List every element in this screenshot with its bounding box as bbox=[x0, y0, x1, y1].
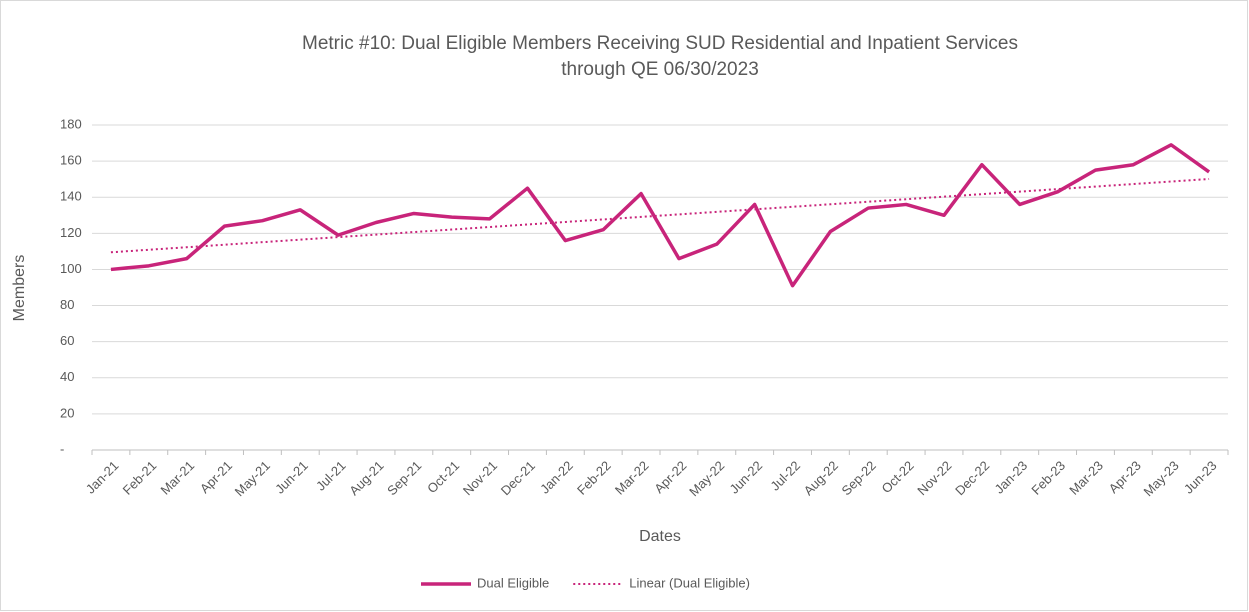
y-tick-label: 60 bbox=[60, 333, 74, 348]
y-tick-label: 140 bbox=[60, 189, 82, 204]
chart-title: Metric #10: Dual Eligible Members Receiv… bbox=[302, 33, 1018, 54]
legend-label: Linear (Dual Eligible) bbox=[629, 575, 750, 590]
y-tick-label: 160 bbox=[60, 153, 82, 168]
legend-label: Dual Eligible bbox=[477, 575, 549, 590]
x-axis-title: Dates bbox=[639, 528, 681, 545]
y-tick-label: 180 bbox=[60, 116, 82, 131]
y-tick-label: - bbox=[60, 441, 64, 456]
chart-title: through QE 06/30/2023 bbox=[561, 59, 759, 80]
series-line bbox=[110, 177, 1210, 254]
y-axis-title: Members bbox=[11, 255, 28, 322]
y-tick-label: 40 bbox=[60, 369, 74, 384]
y-tick-label: 120 bbox=[60, 225, 82, 240]
y-tick-label: 20 bbox=[60, 405, 74, 420]
y-tick-label: 80 bbox=[60, 297, 74, 312]
y-tick-label: 100 bbox=[60, 261, 82, 276]
series-line bbox=[110, 143, 1211, 288]
